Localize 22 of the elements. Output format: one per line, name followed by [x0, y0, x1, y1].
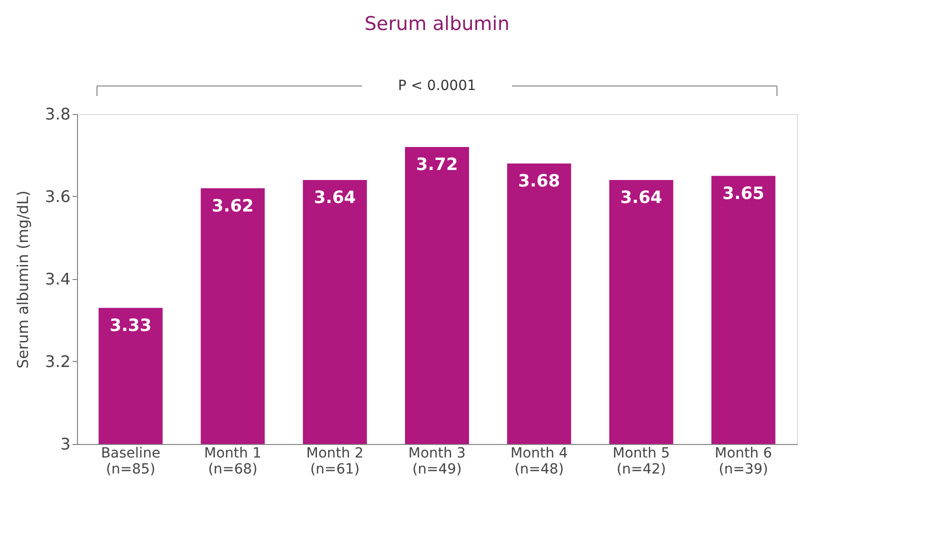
data-label: 3.68	[518, 172, 560, 192]
x-tick-label: Month 3 (n=49)	[408, 446, 466, 478]
x-tick-label: Month 1 (n=68)	[204, 446, 262, 478]
data-label: 3.65	[722, 184, 764, 204]
data-label: 3.64	[314, 188, 356, 208]
y-axis-title: Serum albumin (mg/dL)	[14, 190, 32, 369]
y-tick-label: 3.4	[45, 270, 70, 288]
data-label: 3.33	[110, 316, 152, 336]
y-tick-label: 3.2	[45, 352, 70, 371]
chart-title: Serum albumin	[364, 13, 510, 35]
data-label: 3.64	[620, 188, 662, 208]
x-tick-label: Month 6 (n=39)	[714, 446, 772, 478]
data-label: 3.72	[416, 155, 458, 175]
y-tick-label: 3	[60, 434, 70, 454]
text: P < 0.0001	[398, 78, 476, 94]
x-tick-label: Baseline (n=85)	[100, 446, 160, 478]
x-tick-label: Month 5 (n=42)	[612, 446, 670, 478]
y-tick-label: 3.8	[45, 104, 70, 124]
data-label: 3.62	[212, 196, 254, 216]
y-tick-label: 3.6	[45, 187, 70, 206]
x-tick-label: Month 4 (n=48)	[510, 446, 568, 478]
x-tick-label: Month 2 (n=61)	[306, 446, 364, 478]
